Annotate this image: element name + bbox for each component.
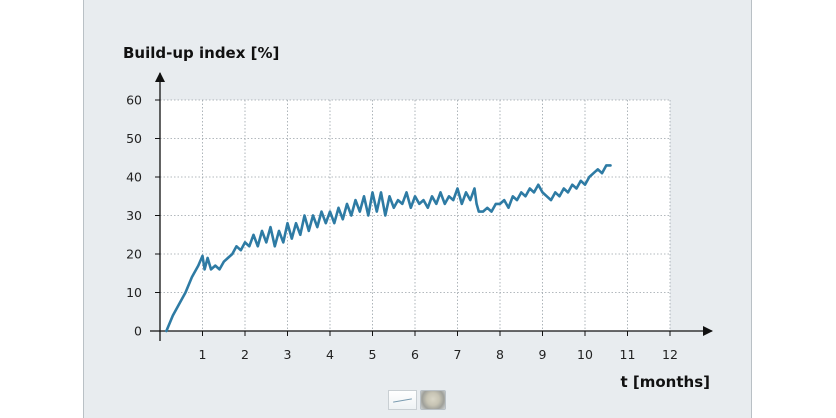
x-tick-label: 1 <box>199 347 207 362</box>
y-tick-label: 50 <box>126 131 142 146</box>
x-tick-label: 2 <box>241 347 249 362</box>
x-tick-label: 12 <box>662 347 678 362</box>
x-tick-label: 7 <box>454 347 462 362</box>
series-line-build-up-index <box>165 164 612 333</box>
y-tick-label: 10 <box>126 285 142 300</box>
data-series <box>165 164 612 333</box>
y-axis-label: Build-up index [%] <box>123 44 279 62</box>
y-tick-label: 30 <box>126 208 142 223</box>
x-tick-label: 9 <box>539 347 547 362</box>
device-photo-thumbnail[interactable] <box>420 390 446 410</box>
x-tick-label: 11 <box>620 347 636 362</box>
x-tick-label: 6 <box>411 347 419 362</box>
x-tick-label: 5 <box>369 347 377 362</box>
y-tick-label: 40 <box>126 170 142 185</box>
x-tick-label: 4 <box>326 347 334 362</box>
x-tick-label: 10 <box>577 347 593 362</box>
x-axis-label: t [months] <box>621 373 711 391</box>
x-tick-label: 3 <box>284 347 292 362</box>
y-tick-label: 0 <box>134 324 142 339</box>
thumbnail-strip <box>388 390 448 412</box>
x-tick-label: 8 <box>496 347 504 362</box>
y-tick-label: 20 <box>126 247 142 262</box>
axes <box>150 72 713 341</box>
chart-thumbnail[interactable] <box>388 390 417 410</box>
grid <box>160 99 671 331</box>
y-tick-label: 60 <box>126 93 142 108</box>
